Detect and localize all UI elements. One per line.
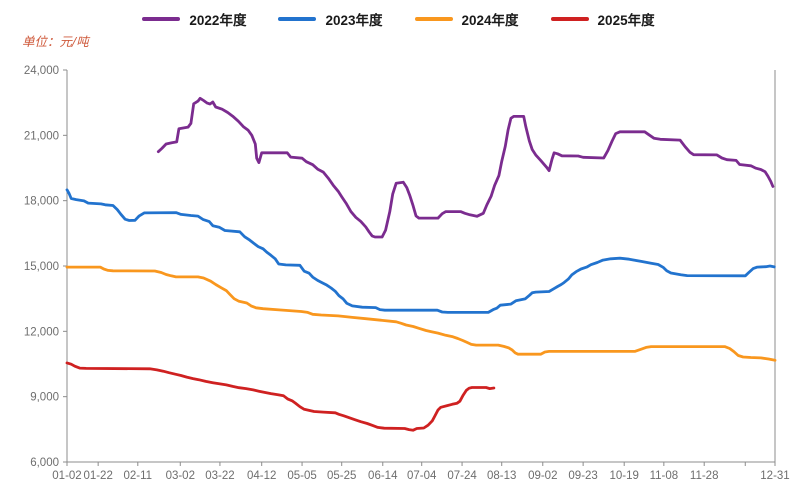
legend-label: 2022年度: [189, 13, 247, 28]
x-axis-tick-label: 11-08: [650, 470, 679, 482]
series-line-2024: [65, 265, 777, 362]
y-axis-tick-label: 21,000: [24, 130, 59, 142]
x-axis-tick-label: 09-23: [568, 470, 597, 482]
x-axis-tick-label: 12-31: [760, 470, 789, 482]
series-line-2023: [65, 188, 776, 314]
chart-legend: 2022年度 2023年度 2024年度 2025年度: [0, 9, 797, 29]
x-axis-tick-label: 02-11: [124, 470, 153, 482]
y-axis-tick-label: 6,000: [30, 457, 59, 469]
x-axis-tick-label: 10-19: [609, 470, 638, 482]
legend-label: 2024年度: [461, 13, 519, 28]
x-axis-tick-label: 05-25: [327, 470, 356, 482]
x-axis-tick-label: 07-24: [447, 470, 477, 482]
x-axis-tick-label: 08-13: [487, 470, 516, 482]
x-axis-tick-label: 04-12: [247, 470, 276, 482]
x-axis-tick-label: 05-05: [287, 470, 316, 482]
series-line-2022: [156, 96, 775, 239]
y-axis-tick-label: 12,000: [24, 326, 59, 338]
y-axis-tick-label: 18,000: [24, 196, 59, 208]
unit-label: 单位：元/吨: [22, 34, 89, 49]
x-axis-tick-label: 09-02: [528, 470, 557, 482]
y-axis-tick-label: 9,000: [30, 392, 59, 404]
y-axis-tick-label: 24,000: [24, 65, 59, 77]
x-axis-tick-label: 01-02: [52, 470, 81, 482]
y-axis-tick-label: 15,000: [24, 261, 59, 273]
legend-swatch-2025: [550, 16, 589, 22]
legend-label: 2023年度: [325, 13, 383, 28]
x-axis-tick-label: 11-28: [690, 470, 719, 482]
legend-item-2023: 2023年度: [278, 9, 383, 29]
legend-label: 2025年度: [597, 13, 655, 28]
legend-item-2025: 2025年度: [550, 9, 655, 29]
legend-swatch-2023: [278, 16, 317, 22]
x-axis-tick-label: 03-02: [166, 470, 195, 482]
x-axis-tick-label: 06-14: [368, 470, 398, 482]
x-axis-tick-label: 07-04: [407, 470, 437, 482]
x-axis-tick-label: 01-22: [83, 470, 112, 482]
series-line-2025: [65, 361, 496, 432]
legend-swatch-2022: [142, 16, 181, 22]
legend-item-2024: 2024年度: [414, 9, 519, 29]
legend-item-2022: 2022年度: [142, 9, 246, 29]
x-axis-tick-label: 03-22: [205, 470, 234, 482]
legend-swatch-2024: [414, 16, 453, 22]
